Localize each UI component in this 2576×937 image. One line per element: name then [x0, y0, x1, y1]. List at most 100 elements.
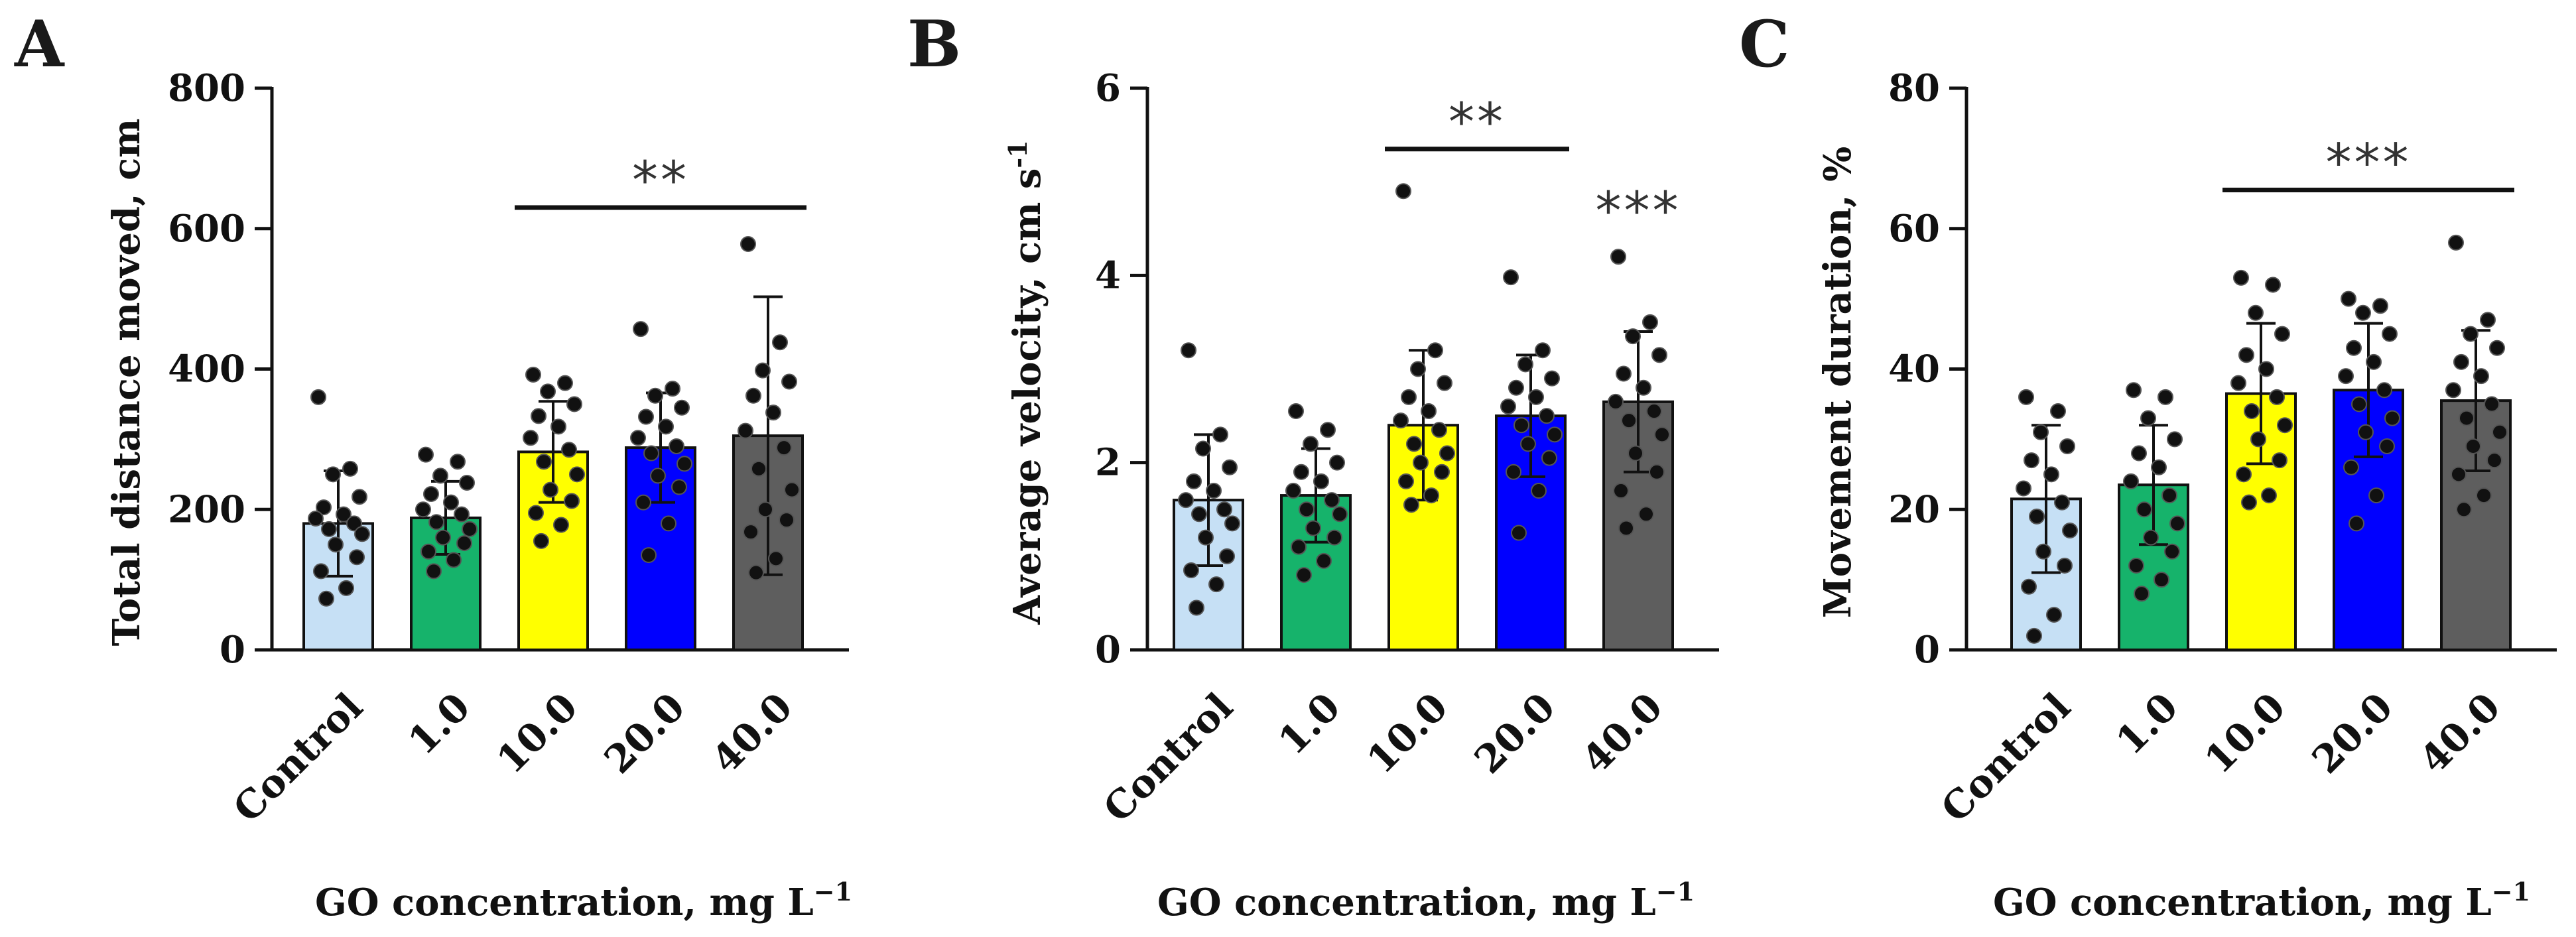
data-point	[650, 468, 666, 484]
data-point	[1191, 506, 1207, 523]
data-point	[2272, 452, 2287, 469]
x-tick-label: 1.0	[399, 684, 478, 763]
data-point	[633, 321, 649, 338]
data-point	[352, 489, 367, 505]
data-point	[751, 460, 767, 477]
data-point	[1189, 599, 1204, 616]
data-point	[531, 408, 547, 424]
x-tick-label: 1.0	[2107, 684, 2186, 763]
data-point	[459, 475, 475, 491]
data-point	[1216, 501, 1232, 518]
data-point	[1535, 342, 1551, 359]
data-point	[1285, 483, 1301, 499]
panel-letter: C	[1739, 7, 1789, 82]
data-point	[2131, 445, 2147, 462]
data-point	[1547, 426, 1563, 443]
data-point	[1649, 464, 1665, 480]
data-point	[2274, 326, 2290, 342]
data-point	[2016, 480, 2031, 497]
data-point	[2151, 459, 2167, 475]
data-point	[1206, 483, 1222, 499]
data-point	[1299, 501, 1315, 518]
data-point	[553, 517, 569, 533]
data-point	[525, 366, 541, 383]
data-point	[523, 430, 539, 446]
data-point	[1208, 576, 1224, 593]
data-point	[661, 515, 676, 532]
data-point	[1539, 408, 1555, 424]
y-tick-label: 800	[168, 66, 245, 110]
data-point	[2261, 487, 2277, 504]
data-point	[2476, 487, 2492, 504]
x-tick-label: 40.0	[1573, 684, 1671, 782]
data-point	[669, 438, 684, 454]
data-point	[328, 536, 344, 553]
data-point	[325, 466, 341, 483]
data-point	[665, 381, 680, 397]
data-point	[630, 430, 646, 446]
x-axis-label-superscript: −1	[814, 877, 852, 906]
data-point	[2164, 543, 2180, 560]
data-point	[1625, 328, 1641, 345]
data-point	[671, 479, 687, 495]
data-point	[2029, 508, 2045, 525]
data-point	[1186, 473, 1202, 489]
data-point	[2341, 290, 2356, 307]
data-point	[2489, 340, 2505, 356]
data-point	[1621, 412, 1637, 429]
data-point	[768, 550, 784, 567]
data-point	[1610, 249, 1626, 265]
data-point	[2062, 523, 2078, 539]
x-tick-label: 10.0	[488, 684, 586, 782]
data-point	[2018, 389, 2034, 405]
x-axis-label-superscript: −1	[2492, 877, 2530, 906]
data-point	[540, 383, 556, 400]
data-point	[1439, 445, 1455, 462]
data-point	[2043, 466, 2059, 483]
data-point	[1320, 422, 1336, 438]
y-axis-label: Average velocity, cm s-1	[1003, 140, 1049, 625]
data-point	[676, 456, 692, 472]
data-point	[428, 514, 444, 531]
x-tick-label: Control	[1933, 684, 2079, 831]
data-point	[1288, 403, 1304, 420]
data-point	[1434, 464, 1450, 480]
data-point	[533, 532, 549, 549]
x-tick-label: 10.0	[1358, 684, 1456, 782]
data-point	[635, 494, 651, 511]
data-point	[349, 549, 365, 566]
data-point	[1616, 365, 1632, 382]
data-point	[2465, 438, 2481, 454]
data-point	[748, 564, 764, 581]
data-point	[2459, 410, 2475, 426]
data-point	[456, 535, 472, 552]
y-tick-label: 80	[1888, 66, 1940, 110]
data-point	[2233, 269, 2249, 286]
data-point	[1511, 525, 1527, 541]
data-point	[2230, 375, 2246, 391]
data-point	[1646, 403, 1662, 420]
data-point	[1222, 459, 1238, 475]
data-point	[2021, 578, 2037, 595]
data-point	[336, 506, 352, 523]
data-point	[2059, 438, 2075, 454]
data-point	[1398, 473, 1414, 489]
data-point	[354, 526, 370, 542]
y-tick-label: 2	[1095, 441, 1121, 485]
data-point	[2136, 501, 2152, 518]
y-axis-label-superscript: -1	[1003, 140, 1033, 168]
data-point	[426, 563, 442, 580]
data-point	[2241, 494, 2257, 511]
data-point	[1212, 426, 1228, 443]
data-point	[423, 485, 439, 502]
y-tick-label: 0	[1914, 628, 1940, 672]
data-point	[2480, 312, 2496, 328]
data-point	[454, 506, 470, 523]
x-axis-label-superscript: −1	[1656, 877, 1695, 906]
data-point	[1531, 483, 1547, 499]
data-point	[443, 494, 459, 511]
data-point	[2123, 473, 2139, 489]
data-point	[569, 466, 585, 483]
data-point	[2451, 466, 2467, 483]
x-axis-label: GO concentration, mg L−1	[315, 877, 852, 924]
